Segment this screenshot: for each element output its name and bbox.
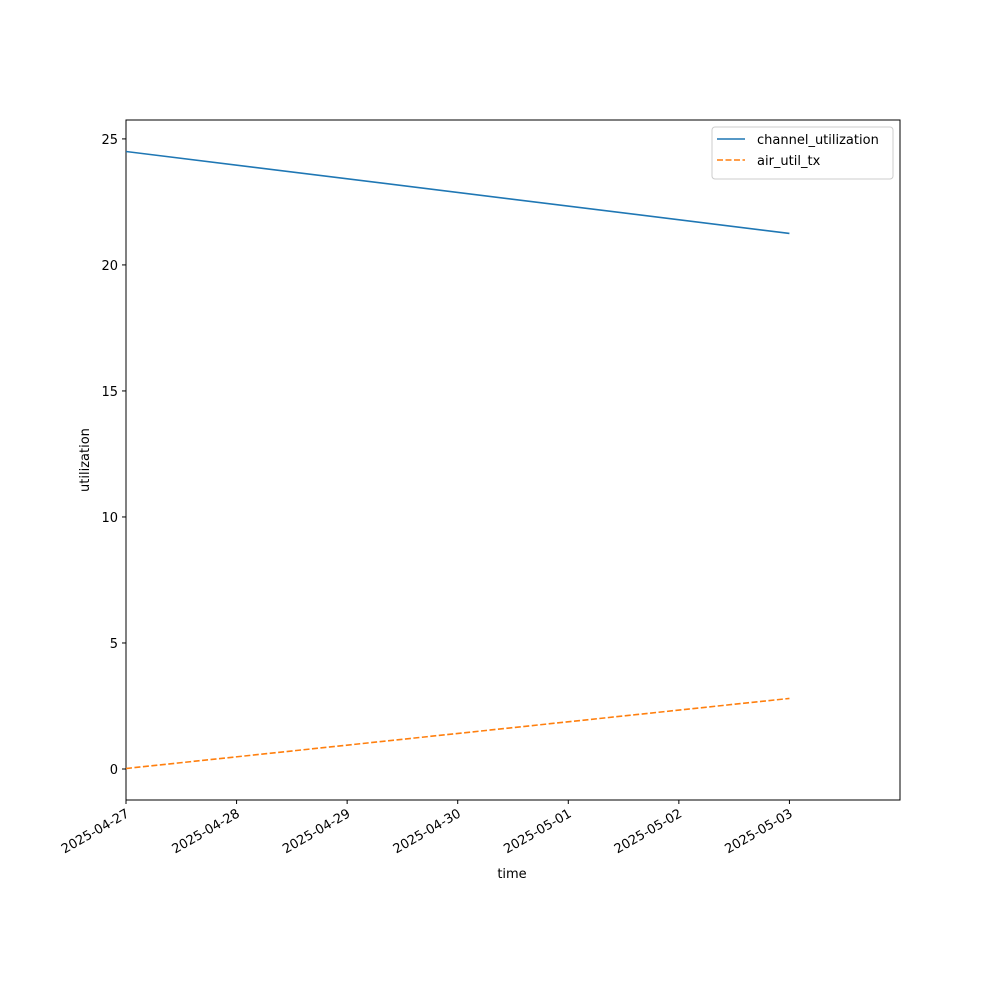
legend-box (711, 126, 894, 180)
y-tick-label: 5 (110, 637, 118, 652)
y-tick-label: 10 (101, 511, 118, 526)
data-line (125, 150, 790, 235)
legend-label: channel_utilization (757, 133, 879, 148)
x-tick-label: 2025-04-27 (59, 806, 132, 857)
x-tick-label: 2025-04-30 (391, 806, 464, 857)
x-tick-label: 2025-04-28 (170, 806, 243, 857)
y-tick-label: 25 (101, 133, 118, 148)
x-axis-label: time (497, 867, 526, 882)
y-tick-label: 15 (101, 385, 118, 400)
plot-area (125, 119, 901, 801)
data-line (125, 697, 790, 770)
x-tick-label: 2025-05-02 (612, 806, 685, 857)
x-tick-label: 2025-05-03 (722, 806, 795, 857)
legend-label: air_util_tx (757, 154, 821, 169)
y-axis-label: utilization (78, 428, 93, 492)
y-tick-label: 0 (110, 763, 118, 778)
x-tick-label: 2025-04-29 (280, 806, 353, 857)
x-tick-label: 2025-05-01 (501, 806, 574, 857)
y-tick-label: 20 (101, 259, 118, 274)
